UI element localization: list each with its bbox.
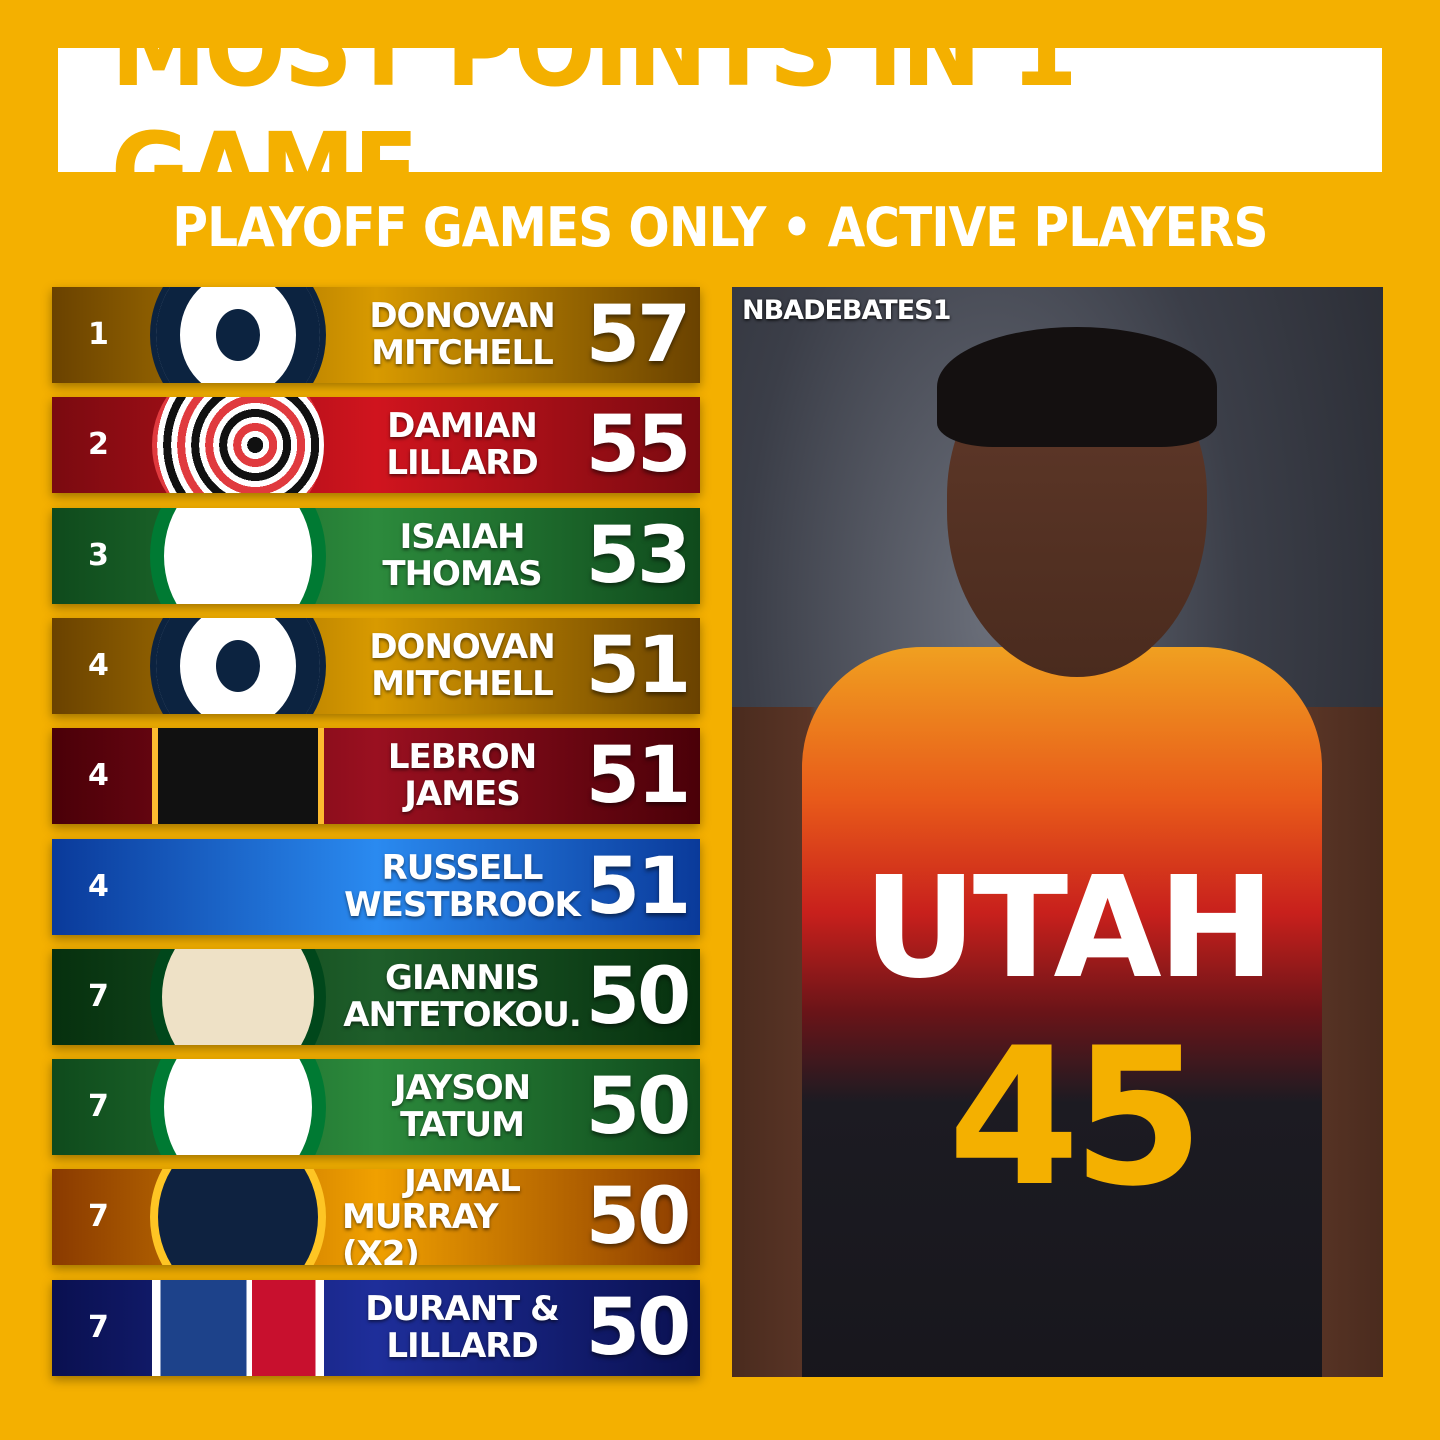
team-logo [150, 397, 326, 493]
points: 53 [585, 511, 692, 601]
player-name: GIANNIS ANTETOKOU. [342, 949, 582, 1045]
team-logo [150, 618, 326, 714]
jersey-number: 45 [947, 1007, 1204, 1228]
points: 50 [585, 1283, 692, 1373]
team-logo [150, 949, 326, 1045]
rank: 7 [88, 1199, 109, 1234]
ranking-row: 4 DONOVAN MITCHELL 51 [52, 618, 700, 714]
ranking-row: 2 DAMIAN LILLARD 55 [52, 397, 700, 493]
rank: 1 [88, 317, 109, 352]
player-name: DONOVAN MITCHELL [342, 287, 582, 383]
ranking-row: 7 JAMAL MURRAY (X2) 50 [52, 1169, 700, 1265]
player-name-line1: JAYSON [393, 1068, 531, 1108]
player-name: RUSSELL WESTBROOK [342, 839, 582, 935]
cavaliers-logo-icon [152, 728, 324, 824]
ranking-row: 7 JAYSON TATUM 50 [52, 1059, 700, 1155]
ranking-row: 4 RUSSELL WESTBROOK 51 [52, 839, 700, 935]
points: 50 [585, 1062, 692, 1152]
rank: 2 [88, 427, 109, 462]
player-name-line1: DONOVAN [369, 627, 555, 667]
player-name-line1: DONOVAN [369, 296, 555, 336]
team-logo [150, 1059, 326, 1155]
points: 51 [585, 731, 692, 821]
title-banner: MOST POINTS IN 1 GAME [58, 0, 1382, 232]
celtics-logo-icon [150, 1059, 326, 1155]
player-name-line2: LILLARD [386, 443, 538, 483]
player-name-line2: MURRAY (X2) [342, 1196, 498, 1265]
points: 57 [585, 290, 692, 380]
player-hair [937, 327, 1217, 447]
player-name-line2: WESTBROOK [344, 885, 581, 925]
ranking-row: 4 LEBRON JAMES 51 [52, 728, 700, 824]
team-logo [150, 839, 326, 935]
team-logo [150, 1169, 326, 1265]
player-name: DURANT & LILLARD [342, 1280, 582, 1376]
player-name-line1: DURANT & [365, 1289, 559, 1329]
team-logo [150, 508, 326, 604]
jazz-logo-icon [150, 287, 326, 383]
player-name-line1: LEBRON [387, 737, 537, 777]
rank: 4 [88, 869, 109, 904]
ranking-row: 7 DURANT & LILLARD 50 [52, 1280, 700, 1376]
player-photo: UTAH 45 NBADEBATES1 [732, 287, 1383, 1377]
player-name: JAYSON TATUM [342, 1059, 582, 1155]
player-name-line2: ANTETOKOU. [343, 995, 582, 1035]
nba-logo-icon [152, 1280, 324, 1376]
nuggets-logo-icon [150, 1169, 326, 1265]
ranking-row: 7 GIANNIS ANTETOKOU. 50 [52, 949, 700, 1045]
watermark: NBADEBATES1 [742, 295, 951, 326]
player-name-line1: RUSSELL [381, 848, 544, 888]
bucks-logo-icon [150, 949, 326, 1045]
player-name-line1: JAMAL [404, 1169, 521, 1200]
title: MOST POINTS IN 1 GAME [110, 0, 1078, 232]
points: 50 [585, 1172, 692, 1262]
team-logo [150, 728, 326, 824]
player-name-line2: JAMES [404, 774, 521, 814]
player-name-line2: LILLARD [386, 1326, 538, 1366]
points: 55 [585, 400, 692, 490]
jazz-logo-icon [150, 618, 326, 714]
player-name-line2: MITCHELL [371, 333, 554, 373]
player-name-line1: ISAIAH [399, 517, 526, 557]
player-name-line2: THOMAS [382, 554, 542, 594]
rank: 7 [88, 1089, 109, 1124]
thunder-logo-icon [152, 839, 324, 935]
player-name: DAMIAN LILLARD [342, 397, 582, 493]
points: 51 [585, 621, 692, 711]
player-name-line1: DAMIAN [387, 406, 538, 446]
subtitle: PLAYOFF GAMES ONLY • ACTIVE PLAYERS [172, 196, 1268, 259]
ranking-row: 3 ISAIAH THOMAS 53 [52, 508, 700, 604]
player-name: JAMAL MURRAY (X2) [342, 1169, 582, 1265]
player-name-line1: GIANNIS [385, 958, 540, 998]
rank: 4 [88, 758, 109, 793]
jersey [802, 647, 1322, 1377]
player-name: ISAIAH THOMAS [342, 508, 582, 604]
player-name: DONOVAN MITCHELL [342, 618, 582, 714]
points: 51 [585, 842, 692, 932]
ranking-row: 1 DONOVAN MITCHELL 57 [52, 287, 700, 383]
points: 50 [585, 952, 692, 1042]
rank: 7 [88, 1310, 109, 1345]
blazers-logo-icon [152, 397, 324, 493]
player-name-line2: TATUM [400, 1105, 525, 1145]
celtics-logo-icon [150, 508, 326, 604]
team-logo [150, 1280, 326, 1376]
rank: 4 [88, 648, 109, 683]
rank: 3 [88, 538, 109, 573]
rank: 7 [88, 979, 109, 1014]
jersey-text: UTAH [863, 847, 1275, 1010]
player-name: LEBRON JAMES [342, 728, 582, 824]
player-name-line2: MITCHELL [371, 664, 554, 704]
team-logo [150, 287, 326, 383]
